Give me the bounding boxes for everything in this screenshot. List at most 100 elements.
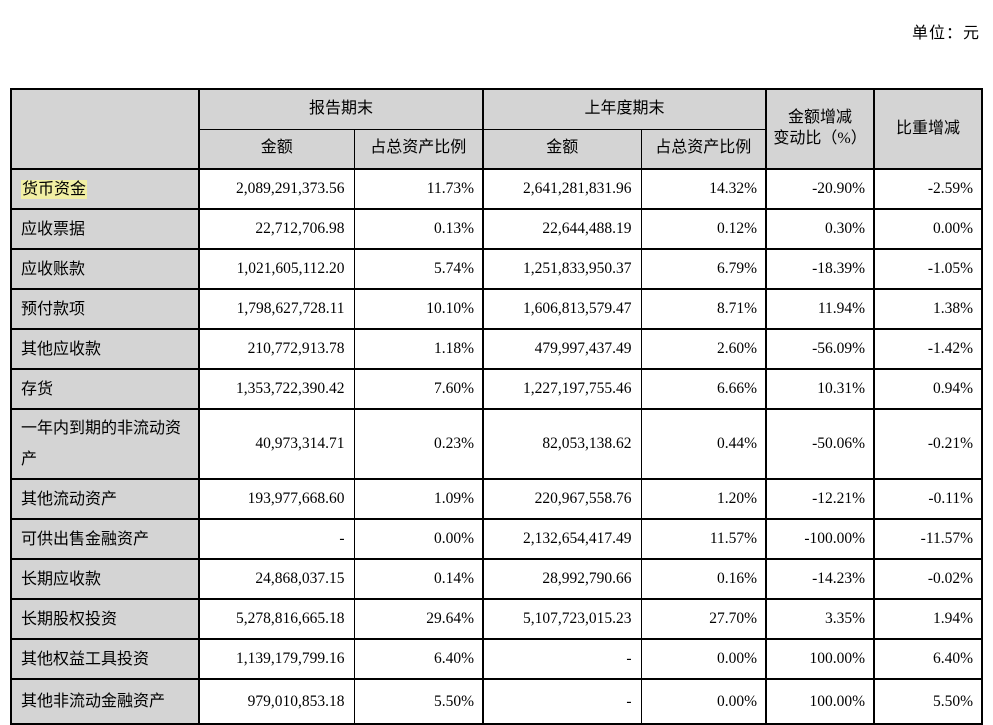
row-label: 长期应收款: [21, 570, 102, 588]
unit-label: 单位：元: [911, 25, 980, 42]
report-amount-cell: 1,353,722,390.42: [198, 368, 355, 410]
report-amount-cell: 1,139,179,799.16: [198, 638, 355, 680]
row-label-cell: 应收票据: [10, 208, 200, 250]
amount-change-header: 金额增减 变动比（%）: [765, 88, 876, 170]
table-row: 长期应收款 24,868,037.15 0.14% 28,992,790.66 0.16…: [10, 558, 984, 600]
prior-ratio-cell: 0.16%: [640, 558, 768, 600]
ratio-change-cell: -1.42%: [873, 328, 984, 370]
prior-ratio-cell: 6.66%: [640, 368, 768, 410]
report-amount-cell: 210,772,913.78: [198, 328, 355, 370]
prior-ratio-header: 占总资产比例: [640, 128, 768, 170]
prior-ratio-cell: 8.71%: [640, 288, 768, 330]
prior-ratio-cell: 0.12%: [640, 208, 768, 250]
table-row: 长期股权投资 5,278,816,665.18 29.64% 5,107,723,01…: [10, 598, 984, 640]
ratio-change-cell: 1.94%: [873, 598, 984, 640]
amount-change-cell: -14.23%: [765, 558, 876, 600]
table-header: 报告期末 上年度期末 金额增减 变动比（%） 比重增减 金额 占总资产比例 金额…: [10, 88, 984, 170]
row-label-cell: 一年内到期的非流动资产: [10, 408, 200, 480]
header-row-2: 金额 占总资产比例 金额 占总资产比例: [11, 128, 982, 170]
report-ratio-cell: 7.60%: [353, 368, 485, 410]
report-ratio-header: 占总资产比例: [353, 128, 485, 170]
ratio-change-header: 比重增减: [873, 88, 984, 170]
ratio-change-cell: 6.40%: [873, 638, 984, 680]
row-label-cell: 其他流动资产: [10, 478, 200, 520]
ratio-change-cell: -11.57%: [873, 518, 984, 560]
amount-change-cell: 0.30%: [765, 208, 876, 250]
prior-amount-cell: 5,107,723,015.23: [482, 598, 642, 640]
ratio-change-cell: 0.94%: [873, 368, 984, 410]
table-row: 存货 1,353,722,390.42 7.60% 1,227,197,755.46 6…: [10, 368, 984, 410]
report-ratio-cell: 29.64%: [353, 598, 485, 640]
table-row: 其他权益工具投资 1,139,179,799.16 6.40% -0.00% 100.0…: [10, 638, 984, 680]
prior-ratio-cell: 0.00%: [640, 678, 768, 725]
amount-change-header-line2: 变动比（%）: [773, 130, 867, 147]
prior-amount-cell: 2,641,281,831.96: [482, 168, 642, 210]
amount-change-cell: -56.09%: [765, 328, 876, 370]
corner-empty-cell: [10, 88, 200, 170]
report-ratio-cell: 5.50%: [353, 678, 485, 725]
row-label-cell: 存货: [10, 368, 200, 410]
row-label: 预付款项: [21, 300, 86, 318]
row-label: 应收票据: [21, 220, 86, 238]
prior-amount-cell: 1,251,833,950.37: [482, 248, 642, 290]
amount-change-cell: -50.06%: [765, 408, 876, 480]
table-row: 应收票据 22,712,706.98 0.13% 22,644,488.19 0.12%…: [10, 208, 984, 250]
report-ratio-cell: 5.74%: [353, 248, 485, 290]
report-ratio-cell: 10.10%: [353, 288, 485, 330]
prior-amount-cell: 2,132,654,417.49: [482, 518, 642, 560]
ratio-change-cell: -1.05%: [873, 248, 984, 290]
report-ratio-cell: 11.73%: [353, 168, 485, 210]
row-label-cell: 其他权益工具投资: [10, 638, 200, 680]
row-label: 应收账款: [21, 260, 86, 278]
row-label: 其他非流动金融资产: [21, 693, 166, 710]
report-ratio-cell: 1.09%: [353, 478, 485, 520]
report-amount-cell: 2,089,291,373.56: [198, 168, 355, 210]
table-row: 预付款项 1,798,627,728.11 10.10% 1,606,813,579.…: [10, 288, 984, 330]
row-label: 存货: [21, 380, 54, 398]
prior-amount-cell: 28,992,790.66: [482, 558, 642, 600]
report-ratio-cell: 1.18%: [353, 328, 485, 370]
amount-change-cell: -12.21%: [765, 478, 876, 520]
table-row: 货币资金 2,089,291,373.56 11.73% 2,641,281,831.…: [10, 168, 984, 210]
report-amount-cell: 40,973,314.71: [198, 408, 355, 480]
row-label-cell: 其他应收款: [10, 328, 200, 370]
row-label-cell: 应收账款: [10, 248, 200, 290]
report-ratio-cell: 0.14%: [353, 558, 485, 600]
table-row: 其他流动资产 193,977,668.60 1.09% 220,967,558.76 1…: [10, 478, 984, 520]
report-amount-cell: 24,868,037.15: [198, 558, 355, 600]
assets-composition-table: 报告期末 上年度期末 金额增减 变动比（%） 比重增减 金额 占总资产比例 金额…: [10, 88, 984, 725]
amount-change-cell: 10.31%: [765, 368, 876, 410]
prior-amount-cell: 1,606,813,579.47: [482, 288, 642, 330]
report-amount-cell: 5,278,816,665.18: [198, 598, 355, 640]
row-label: 可供出售金融资产: [21, 530, 150, 548]
report-ratio-cell: 0.13%: [353, 208, 485, 250]
amount-change-cell: -100.00%: [765, 518, 876, 560]
table-row: 其他应收款 210,772,913.78 1.18% 479,997,437.49 2.…: [10, 328, 984, 370]
report-ratio-cell: 0.23%: [353, 408, 485, 480]
ratio-change-cell: 0.00%: [873, 208, 984, 250]
prior-ratio-cell: 27.70%: [640, 598, 768, 640]
row-label-cell: 预付款项: [10, 288, 200, 330]
row-label: 长期股权投资: [21, 610, 118, 628]
table-row: 其他非流动金融资产 979,010,853.18 5.50% -0.00% 100.00…: [10, 678, 984, 725]
report-ratio-cell: 0.00%: [353, 518, 485, 560]
ratio-change-cell: 1.38%: [873, 288, 984, 330]
ratio-change-cell: -0.21%: [873, 408, 984, 480]
row-label: 其他权益工具投资: [21, 650, 150, 668]
amount-change-cell: 100.00%: [765, 638, 876, 680]
prior-amount-cell: -: [482, 638, 642, 680]
prior-period-group-header: 上年度期末: [482, 88, 768, 130]
row-label-cell: 长期应收款: [10, 558, 200, 600]
prior-ratio-cell: 0.44%: [640, 408, 768, 480]
prior-ratio-cell: 0.00%: [640, 638, 768, 680]
highlighted-row-label: 货币资金: [21, 179, 88, 199]
amount-change-cell: 11.94%: [765, 288, 876, 330]
prior-amount-cell: 479,997,437.49: [482, 328, 642, 370]
prior-amount-cell: 82,053,138.62: [482, 408, 642, 480]
report-amount-cell: 193,977,668.60: [198, 478, 355, 520]
row-label-cell: 货币资金: [10, 168, 200, 210]
ratio-change-cell: -0.11%: [873, 478, 984, 520]
prior-amount-cell: 220,967,558.76: [482, 478, 642, 520]
prior-amount-cell: 1,227,197,755.46: [482, 368, 642, 410]
